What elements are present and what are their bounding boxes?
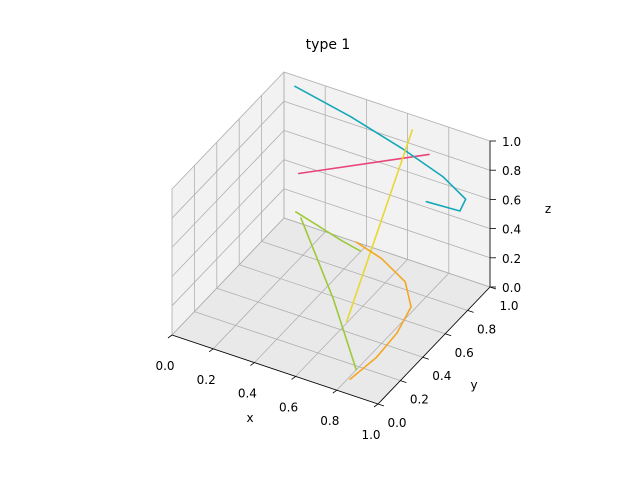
- z-tick-label: 0.0: [502, 281, 521, 295]
- y-tick-mark: [400, 380, 407, 383]
- z-tick-label: 0.4: [502, 223, 521, 237]
- gridline-z-left: [171, 159, 285, 277]
- y-tick-mark: [445, 333, 452, 337]
- x-tick-label: 0.6: [279, 400, 298, 414]
- x-tick-label: 0.4: [238, 387, 257, 401]
- y-tick-label: 0.0: [387, 416, 406, 430]
- y-axis-line: [377, 286, 491, 405]
- z-tick-label: 0.8: [502, 164, 521, 178]
- y-tick-label: 1.0: [499, 299, 518, 313]
- y-tick-mark: [467, 310, 474, 313]
- gridline-z-left: [171, 71, 285, 190]
- gridline-x-floor: [254, 245, 367, 363]
- z-tick-label: 1.0: [502, 135, 521, 149]
- y-axis-label: y: [470, 378, 477, 392]
- y-tick-label: 0.6: [455, 346, 474, 360]
- data-series: [294, 85, 467, 381]
- gridline-z-back: [283, 188, 491, 259]
- z-tick-label: 0.2: [502, 252, 521, 266]
- y-tick-mark: [377, 403, 385, 407]
- gridline-z-back: [283, 100, 491, 171]
- gridline-x-floor: [212, 231, 326, 350]
- x-tick-label: 0.0: [155, 359, 174, 373]
- gridline-z-left: [171, 130, 285, 248]
- x-axis-line: [171, 334, 379, 405]
- x-tick-mark: [332, 389, 338, 394]
- x-tick-label: 1.0: [361, 428, 380, 442]
- x-tick-mark: [167, 334, 173, 339]
- series-line-2: [294, 85, 467, 212]
- gridline-y-floor: [261, 241, 468, 311]
- series-line-5: [294, 211, 362, 252]
- y-tick-label: 0.4: [432, 369, 451, 383]
- x-tick-mark: [373, 403, 379, 408]
- x-axis-label: x: [246, 411, 253, 425]
- y-tick-label: 0.8: [477, 322, 496, 336]
- z-tick-label: 0.6: [502, 193, 521, 207]
- gridline-z-left: [171, 217, 285, 336]
- gridline-z-left: [171, 100, 285, 219]
- gridline-x-floor: [336, 272, 450, 391]
- gridline-z-left: [171, 188, 285, 307]
- axes-panes: [171, 71, 491, 405]
- x-tick-label: 0.8: [320, 414, 339, 428]
- axis-lines: [167, 140, 497, 408]
- gridline-x-floor: [295, 259, 408, 377]
- chart-title: type 1: [306, 37, 351, 53]
- y-tick-mark: [422, 356, 429, 360]
- x-tick-mark: [291, 376, 296, 380]
- gridline-y-floor: [283, 217, 491, 288]
- series-line-6: [349, 241, 412, 381]
- x-tick-mark: [208, 348, 214, 353]
- tick-labels: 0.00.20.40.60.81.00.00.20.40.60.81.00.00…: [155, 135, 521, 442]
- gridline-z-back: [283, 130, 491, 200]
- series-line-4: [300, 217, 358, 371]
- z-axis-label: z: [545, 202, 551, 216]
- x-tick-label: 0.2: [197, 373, 216, 387]
- x-tick-mark: [250, 362, 255, 366]
- gridline-y-floor: [194, 311, 401, 381]
- y-tick-label: 0.2: [410, 393, 429, 407]
- gridline-z-back: [283, 71, 491, 142]
- gridline-y-floor: [239, 264, 446, 335]
- series-line-3: [345, 129, 414, 323]
- series-line-1: [297, 153, 430, 175]
- gridline-y-floor: [216, 287, 423, 358]
